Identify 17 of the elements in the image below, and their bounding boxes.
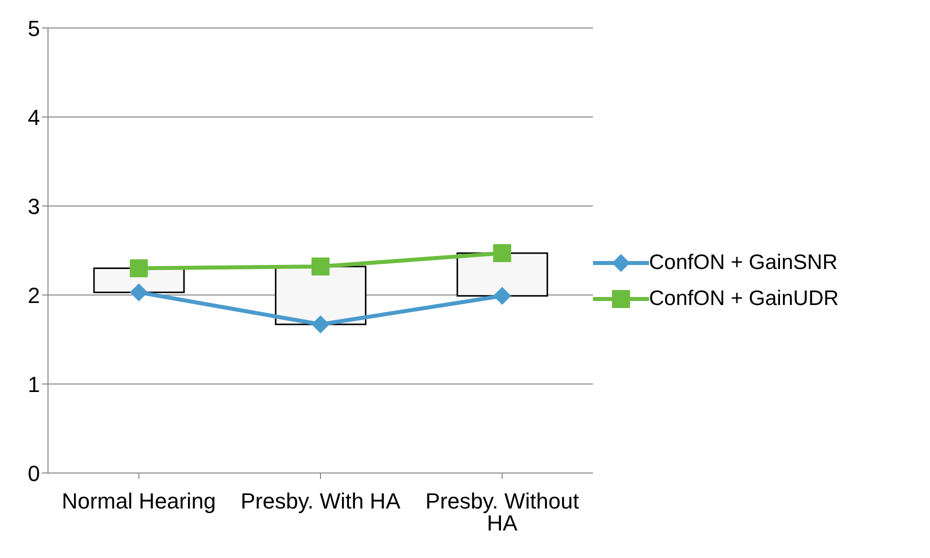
point (130, 259, 148, 278)
y-tick-label: 2 (28, 282, 40, 308)
point (130, 283, 148, 302)
point (493, 244, 512, 262)
point (312, 315, 330, 334)
y-tick-label: 4 (28, 104, 40, 130)
y-tick-label: 0 (28, 460, 40, 486)
point (493, 286, 512, 305)
legend-label: ConfON + GainUDR (649, 286, 839, 310)
y-tick-label: 1 (28, 372, 40, 397)
y-tick-label: 5 (28, 16, 40, 41)
x-tick-label: Presby. With HA (240, 488, 401, 514)
legend-label: ConfON + GainSNR (649, 250, 838, 274)
x-tick-label: Presby. Without HA (425, 488, 579, 536)
y-tick-label: 3 (28, 194, 40, 219)
x-tick-label: Normal Hearing (62, 488, 216, 514)
point (312, 258, 330, 276)
